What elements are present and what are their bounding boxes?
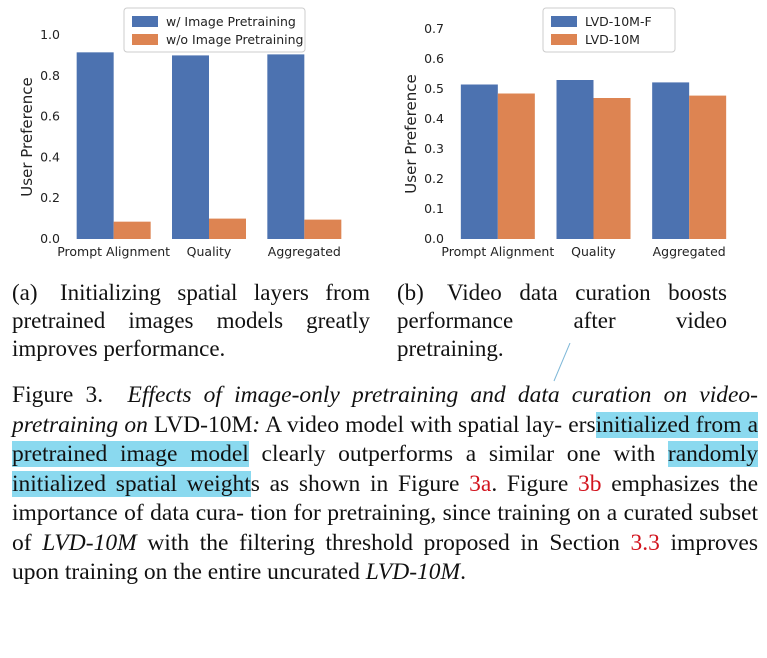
subcaption-b: (b) Video data curation boosts performan…	[397, 279, 727, 363]
y-tick-label: 0.8	[40, 68, 60, 83]
chart-a: User Preference 0.0 0.2 0.4 0.6 0.8 1.0 Prompt …	[0, 0, 380, 270]
subcaption-a: (a) Initializing spatial layers from pre…	[12, 279, 370, 363]
y-tick-label: 0.0	[424, 231, 444, 246]
caption-sentence-6: with the filtering threshold proposed in…	[147, 529, 620, 556]
y-tick-label: 0.6	[424, 51, 444, 66]
legend-label: w/o Image Pretraining	[166, 32, 303, 47]
bar-orange-0	[113, 221, 151, 239]
x-tick-label: Prompt Alignment	[57, 244, 170, 259]
bar-orange-1	[593, 98, 631, 239]
bar-blue-1	[172, 55, 209, 240]
caption-dataset-2: LVD-10M	[365, 559, 461, 585]
legend-swatch	[132, 16, 158, 27]
ref-section-3-3[interactable]: 3.3	[630, 529, 660, 556]
y-tick-label: 0.2	[424, 171, 444, 186]
y-tick-label: 0.2	[40, 190, 60, 205]
bar-blue-1	[556, 80, 594, 239]
y-tick-label: 0.5	[424, 81, 444, 96]
legend-label: LVD-10M	[585, 32, 640, 47]
y-tick-label: 0.4	[424, 111, 444, 126]
cursor-line	[553, 343, 571, 382]
subcaption-b-text: Video data curation boosts performance a…	[397, 280, 727, 361]
caption-sentence-4: . Figure	[491, 470, 569, 497]
subcaption-a-text: Initializing spatial layers from pretrai…	[12, 280, 370, 361]
legend-swatch	[132, 34, 158, 45]
y-axis-label: User Preference	[18, 77, 36, 196]
bar-blue-2	[652, 82, 690, 240]
chart-b-svg: User Preference 0.0 0.1 0.2 0.3 0.4 0.5 0.6 0.7 P…	[402, 7, 727, 259]
bar-blue-0	[76, 52, 114, 240]
y-tick-label: 0.4	[40, 149, 60, 164]
x-tick-label: Prompt Alignment	[441, 244, 554, 259]
bar-blue-2	[267, 54, 305, 239]
bar-orange-1	[209, 218, 246, 239]
x-tick-label: Aggregated	[653, 244, 726, 259]
legend-label: w/ Image Pretraining	[166, 14, 296, 29]
x-tick-label: Aggregated	[268, 244, 341, 259]
caption-sentence-7: improves upon training on the entire unc…	[12, 529, 758, 586]
x-tick-label: Quality	[187, 244, 232, 259]
ref-figure-3b[interactable]: 3b	[578, 470, 602, 497]
chart-a-svg: User Preference 0.0 0.2 0.4 0.6 0.8 1.0 Prompt …	[18, 7, 342, 259]
y-tick-label: 0.0	[40, 231, 60, 246]
legend-swatch	[551, 34, 577, 45]
legend-box	[123, 7, 306, 53]
caption-dataset-1: LVD-10M	[42, 529, 137, 556]
subcaption-a-label: (a)	[12, 280, 38, 305]
caption-title: Effects of image-only pretraining and da…	[12, 382, 759, 438]
caption-end: .	[460, 559, 467, 585]
ref-figure-3a[interactable]: 3a	[469, 470, 492, 497]
figure-caption: Figure 3. Effects of image-only pretrain…	[12, 381, 759, 588]
subcaption-b-label: (b)	[397, 280, 424, 305]
caption-title-colon: :	[252, 411, 261, 438]
caption-sentence-5: emphasizes the importance of data cura- …	[12, 470, 759, 556]
figure-label: Figure 3.	[12, 382, 104, 408]
caption-sentence-2: clearly outperforms a similar one with	[261, 441, 656, 467]
chart-b: User Preference 0.0 0.1 0.2 0.3 0.4 0.5 0.6 0.7 P…	[385, 0, 767, 270]
caption-sentence-3: s as shown in Figure	[250, 470, 460, 497]
y-axis-label: User Preference	[402, 74, 420, 193]
caption-title-dataset: LVD-10M	[154, 411, 253, 438]
y-tick-label: 0.6	[40, 109, 60, 124]
y-tick-label: 0.1	[424, 201, 444, 216]
bar-blue-0	[460, 84, 498, 239]
legend-swatch	[551, 16, 577, 27]
legend-label: LVD-10M-F	[585, 14, 652, 29]
bar-orange-2	[304, 219, 342, 239]
y-tick-label: 0.7	[424, 21, 444, 36]
x-tick-label: Quality	[571, 244, 616, 259]
caption-sentence-1: A video model with spatial lay- ers	[265, 411, 596, 438]
y-tick-label: 0.3	[424, 141, 444, 156]
y-tick-label: 1.0	[40, 27, 60, 42]
bar-orange-2	[689, 95, 727, 239]
bar-orange-0	[497, 93, 535, 239]
